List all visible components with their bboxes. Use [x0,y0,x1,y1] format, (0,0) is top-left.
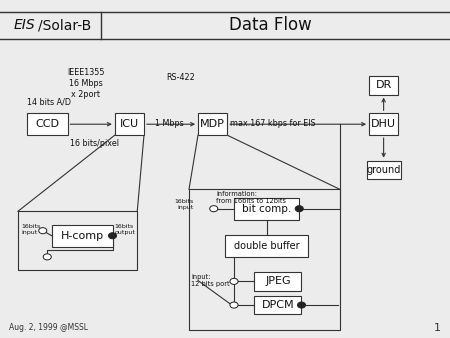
Circle shape [297,302,306,308]
Text: ICU: ICU [120,119,139,129]
Text: 14 bits A/D: 14 bits A/D [27,97,71,106]
Circle shape [230,279,238,285]
Text: input:
12 bits port: input: 12 bits port [191,274,230,287]
Text: JPEG: JPEG [265,276,291,286]
Text: ground: ground [366,165,401,175]
Text: 1: 1 [434,323,441,333]
Text: DHU: DHU [371,119,396,129]
Bar [27,113,68,135]
Text: IEEE1355
16 Mbps
x 2port: IEEE1355 16 Mbps x 2port [67,68,104,99]
Circle shape [230,302,238,308]
Text: information:
from 16bits to 12bits: information: from 16bits to 12bits [216,191,286,204]
Text: 16bits
input: 16bits input [22,224,41,235]
Text: Aug. 2, 1999 @MSSL: Aug. 2, 1999 @MSSL [9,323,88,332]
Text: 16 bits/pixel: 16 bits/pixel [70,139,119,148]
Text: DPCM: DPCM [261,300,294,310]
Text: CCD: CCD [35,119,59,129]
Bar [225,235,308,257]
Text: Data Flow: Data Flow [229,16,311,34]
Circle shape [39,228,47,234]
Text: EIS: EIS [14,18,35,32]
Bar [52,225,112,247]
Bar [254,272,302,291]
Text: H-comp: H-comp [61,231,104,241]
Bar [369,76,398,95]
Text: 1 Mbps: 1 Mbps [155,119,184,128]
Text: 16bits
input: 16bits input [174,199,194,210]
Circle shape [295,206,303,212]
Bar [115,113,144,135]
Text: /Solar-B: /Solar-B [38,18,91,32]
Text: bit comp.: bit comp. [242,204,291,214]
Text: RS-422: RS-422 [166,73,195,82]
Bar [254,296,302,314]
Text: DR: DR [375,80,392,90]
Circle shape [108,233,117,239]
Text: double buffer: double buffer [234,241,299,251]
Text: 16bits
output: 16bits output [115,224,135,235]
Bar [234,198,299,220]
Bar [367,161,400,179]
Circle shape [210,206,218,212]
Bar [198,113,227,135]
Text: max.167 kbps for EIS: max.167 kbps for EIS [230,119,316,128]
Bar [369,113,398,135]
Circle shape [43,254,51,260]
Text: MDP: MDP [200,119,225,129]
